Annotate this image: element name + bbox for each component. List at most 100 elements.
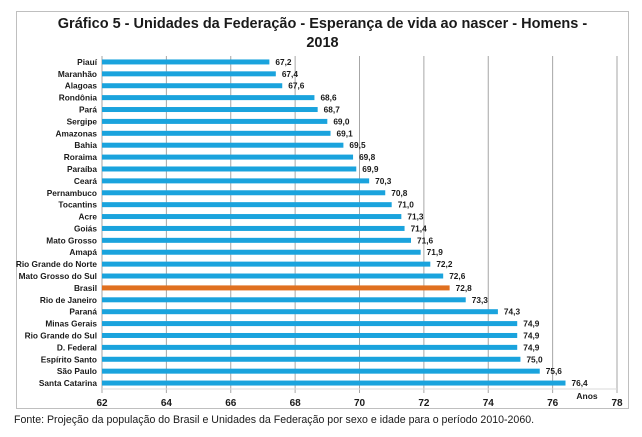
bar bbox=[102, 154, 354, 160]
data-label: 71,4 bbox=[411, 223, 428, 233]
category-label: Alagoas bbox=[65, 81, 98, 91]
bar bbox=[102, 368, 540, 374]
chart-title: Gráfico 5 - Unidades da Federação - Espe… bbox=[16, 15, 629, 53]
category-label: Rio de Janeiro bbox=[40, 295, 97, 305]
x-tick-label: 70 bbox=[354, 398, 366, 409]
bar bbox=[102, 309, 498, 315]
bar bbox=[102, 214, 402, 220]
data-label: 69,8 bbox=[359, 152, 376, 162]
data-label: 76,4 bbox=[572, 378, 589, 388]
chart-frame bbox=[16, 11, 629, 409]
bar bbox=[102, 380, 566, 386]
bar bbox=[102, 225, 405, 231]
category-label: Sergipe bbox=[67, 116, 98, 126]
bar bbox=[102, 321, 518, 327]
bar bbox=[102, 71, 276, 77]
x-tick-label: 68 bbox=[290, 398, 302, 409]
x-tick-label: 72 bbox=[418, 398, 430, 409]
data-label: 72,8 bbox=[456, 283, 473, 293]
x-tick-label: 76 bbox=[547, 398, 559, 409]
category-label: Ceará bbox=[74, 176, 97, 186]
data-label: 71,3 bbox=[407, 212, 424, 222]
bar bbox=[102, 273, 444, 279]
data-label: 71,0 bbox=[398, 200, 415, 210]
data-label: 69,1 bbox=[337, 128, 354, 138]
category-label: Rondônia bbox=[59, 93, 98, 103]
category-label: Mato Grosso do Sul bbox=[19, 271, 97, 281]
category-label: Maranhão bbox=[58, 69, 97, 79]
data-label: 67,2 bbox=[275, 57, 292, 67]
data-label: 67,4 bbox=[282, 69, 299, 79]
source-note: Fonte: Projeção da população do Brasil e… bbox=[14, 414, 535, 426]
chart-title-line-2: 2018 bbox=[306, 35, 339, 51]
bar bbox=[102, 83, 283, 89]
data-label: 75,0 bbox=[526, 354, 543, 364]
category-label: Paraná bbox=[69, 307, 97, 317]
chart-title-line-1: Gráfico 5 - Unidades da Federação - Espe… bbox=[57, 16, 588, 32]
bar-highlight bbox=[102, 285, 450, 291]
category-label: São Paulo bbox=[57, 366, 97, 376]
bar bbox=[102, 178, 370, 184]
category-label: Mato Grosso bbox=[46, 235, 97, 245]
data-label: 67,6 bbox=[288, 81, 305, 91]
data-label: 73,3 bbox=[472, 295, 489, 305]
category-label: D. Federal bbox=[57, 342, 97, 352]
category-label: Piauí bbox=[77, 57, 98, 67]
data-label: 70,3 bbox=[375, 176, 392, 186]
data-label: 69,0 bbox=[333, 116, 350, 126]
data-label: 69,5 bbox=[349, 140, 366, 150]
category-label: Pernambuco bbox=[47, 188, 97, 198]
bar bbox=[102, 249, 421, 255]
data-label: 70,8 bbox=[391, 188, 408, 198]
category-label: Paraíba bbox=[67, 164, 97, 174]
bar bbox=[102, 95, 315, 101]
category-label: Acre bbox=[79, 212, 98, 222]
bar bbox=[102, 297, 466, 303]
bar bbox=[102, 107, 318, 113]
category-label: Amazonas bbox=[56, 128, 98, 138]
x-tick-label: 78 bbox=[611, 398, 623, 409]
category-label: Pará bbox=[79, 105, 97, 115]
data-label: 71,6 bbox=[417, 235, 434, 245]
bar bbox=[102, 237, 411, 243]
x-tick-label: 62 bbox=[96, 398, 108, 409]
category-label: Bahia bbox=[74, 140, 97, 150]
data-label: 74,9 bbox=[523, 342, 540, 352]
bar bbox=[102, 166, 357, 172]
category-label: Rio Grande do Sul bbox=[25, 330, 97, 340]
data-label: 68,6 bbox=[320, 93, 337, 103]
bar bbox=[102, 356, 521, 362]
category-label: Santa Catarina bbox=[39, 378, 97, 388]
category-label: Espírito Santo bbox=[41, 354, 97, 364]
x-tick-label: 74 bbox=[483, 398, 495, 409]
data-label: 74,3 bbox=[504, 307, 521, 317]
bar bbox=[102, 344, 518, 350]
bar bbox=[102, 261, 431, 267]
data-label: 74,9 bbox=[523, 330, 540, 340]
data-label: 75,6 bbox=[546, 366, 563, 376]
category-label: Roraima bbox=[64, 152, 98, 162]
bar bbox=[102, 332, 518, 338]
bar bbox=[102, 142, 344, 148]
category-label: Minas Gerais bbox=[45, 319, 97, 329]
bar bbox=[102, 59, 270, 65]
x-tick-label: 64 bbox=[161, 398, 173, 409]
bar bbox=[102, 190, 386, 196]
category-label: Goiás bbox=[74, 223, 97, 233]
x-tick-label: 66 bbox=[225, 398, 237, 409]
x-axis-label: Anos bbox=[576, 391, 598, 401]
category-label: Brasil bbox=[74, 283, 97, 293]
data-label: 72,2 bbox=[436, 259, 453, 269]
data-label: 72,6 bbox=[449, 271, 466, 281]
data-label: 71,9 bbox=[427, 247, 444, 257]
data-label: 74,9 bbox=[523, 319, 540, 329]
data-label: 69,9 bbox=[362, 164, 379, 174]
data-label: 68,7 bbox=[324, 105, 341, 115]
bar bbox=[102, 130, 331, 136]
bar bbox=[102, 118, 328, 124]
category-label: Rio Grande do Norte bbox=[16, 259, 98, 269]
category-label: Tocantins bbox=[58, 200, 97, 210]
bar bbox=[102, 202, 392, 208]
category-label: Amapá bbox=[69, 247, 97, 257]
